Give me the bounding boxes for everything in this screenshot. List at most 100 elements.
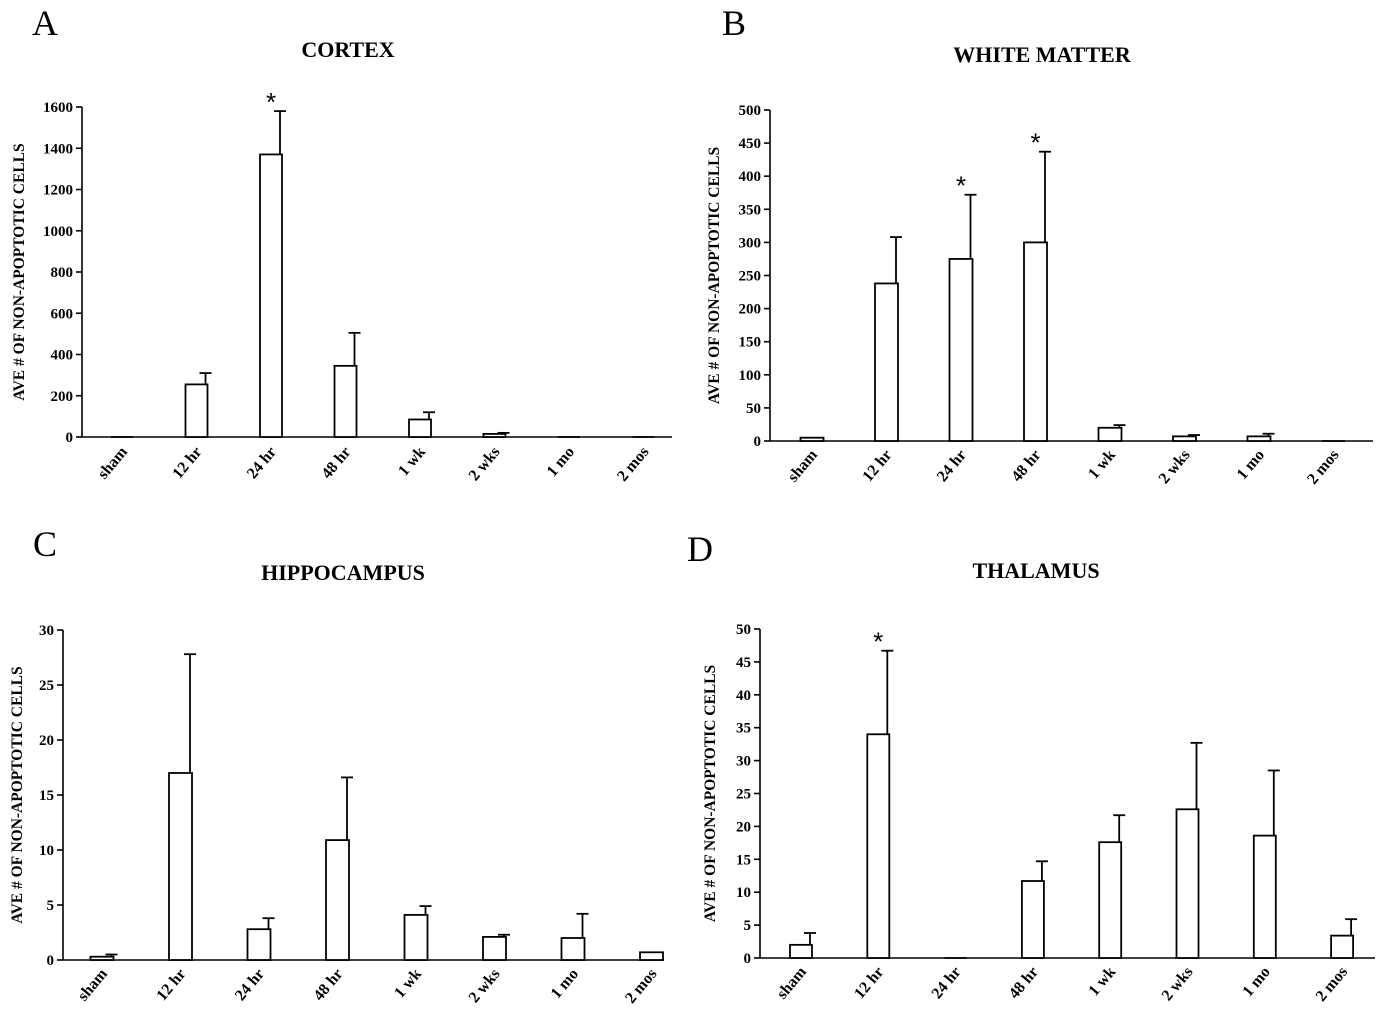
x-tick-label: 48 hr bbox=[1008, 447, 1044, 486]
bar-1 bbox=[799, 436, 825, 442]
y-axis-label: AVE # OF NON-APOPTOTIC CELLS bbox=[9, 666, 26, 923]
y-tick-label: 30 bbox=[39, 623, 54, 639]
y-tick-label: 400 bbox=[51, 348, 74, 364]
y-tick-label: 500 bbox=[739, 103, 762, 119]
bar-4 bbox=[325, 839, 350, 961]
significance-marker: * bbox=[956, 171, 966, 201]
x-tick-label: 24 hr bbox=[232, 966, 268, 1005]
y-tick-label: 350 bbox=[739, 202, 762, 218]
panel-letter: C bbox=[33, 524, 57, 564]
x-tick-label: 2 wks bbox=[1159, 964, 1197, 1005]
x-tick-label: 1 mo bbox=[1234, 447, 1268, 483]
y-tick-label: 250 bbox=[739, 269, 762, 285]
y-tick-label: 450 bbox=[739, 136, 762, 152]
y-tick-label: 15 bbox=[39, 788, 54, 804]
y-tick-label: 1600 bbox=[43, 100, 73, 116]
y-tick-label: 15 bbox=[736, 852, 751, 868]
y-tick-label: 300 bbox=[739, 235, 762, 251]
y-axis-label: AVE # OF NON-APOPTOTIC CELLS bbox=[11, 143, 28, 400]
x-tick-label: 1 wk bbox=[391, 966, 425, 1002]
x-tick-label: 24 hr bbox=[929, 964, 965, 1003]
x-tick-label: 2 wks bbox=[1156, 447, 1194, 488]
y-tick-label: 0 bbox=[47, 953, 55, 969]
panel-letter: A bbox=[32, 3, 58, 43]
y-tick-label: 45 bbox=[736, 655, 751, 671]
bar-7 bbox=[1246, 435, 1272, 442]
bar-3 bbox=[259, 153, 283, 438]
x-tick-label: 2 wks bbox=[466, 444, 504, 485]
bar-1 bbox=[89, 955, 115, 961]
x-tick-label: 2 mos bbox=[622, 966, 660, 1007]
x-tick-label: 1 mo bbox=[544, 444, 578, 480]
x-tick-label: sham bbox=[95, 443, 132, 482]
y-tick-label: 800 bbox=[51, 265, 74, 281]
panel-letter: D bbox=[687, 529, 713, 569]
bar-3 bbox=[246, 928, 272, 961]
bar-8 bbox=[1330, 934, 1354, 959]
y-tick-label: 0 bbox=[744, 951, 752, 967]
y-tick-label: 100 bbox=[739, 368, 762, 384]
chart-title: THALAMUS bbox=[972, 558, 1099, 583]
y-tick-label: 0 bbox=[754, 434, 762, 450]
panel-b: B WHITE MATTER AVE # OF NON-APOPTOTIC CELL… bbox=[706, 3, 1373, 488]
x-tick-label: 12 hr bbox=[169, 444, 205, 483]
y-tick-label: 200 bbox=[739, 302, 762, 318]
chart-title: CORTEX bbox=[301, 37, 394, 62]
x-tick-label: 1 wk bbox=[1085, 964, 1119, 1000]
x-tick-label: 12 hr bbox=[851, 964, 887, 1003]
bar-4 bbox=[1023, 241, 1048, 442]
y-tick-label: 150 bbox=[739, 335, 762, 351]
panel-letter: B bbox=[722, 3, 746, 43]
x-tick-label: 24 hr bbox=[934, 447, 970, 486]
x-tick-label: 2 mos bbox=[614, 444, 652, 485]
panel-c: C HIPPOCAMPUS AVE # OF NON-APOPTOTIC CELLS… bbox=[9, 524, 664, 1007]
y-tick-label: 1000 bbox=[43, 224, 73, 240]
y-tick-label: 400 bbox=[739, 169, 762, 185]
y-tick-label: 30 bbox=[736, 754, 751, 770]
bar-5 bbox=[1098, 841, 1123, 959]
x-tick-label: 24 hr bbox=[244, 444, 280, 483]
bar-6 bbox=[482, 936, 507, 961]
x-tick-label: 48 hr bbox=[318, 444, 354, 483]
y-tick-label: 10 bbox=[39, 843, 54, 859]
x-tick-label: 48 hr bbox=[1006, 964, 1042, 1003]
x-tick-label: sham bbox=[75, 965, 112, 1004]
bar-6 bbox=[1172, 435, 1197, 442]
chart-title: WHITE MATTER bbox=[953, 42, 1132, 67]
y-tick-label: 25 bbox=[736, 787, 751, 803]
x-tick-label: 2 wks bbox=[466, 966, 504, 1007]
y-tick-label: 1200 bbox=[43, 183, 73, 199]
x-tick-label: 12 hr bbox=[859, 447, 895, 486]
x-tick-label: 1 mo bbox=[1239, 964, 1273, 1000]
y-tick-label: 20 bbox=[736, 819, 751, 835]
bar-5 bbox=[1097, 426, 1123, 442]
chart-title: HIPPOCAMPUS bbox=[261, 560, 425, 585]
y-axis-label: AVE # OF NON-APOPTOTIC CELLS bbox=[706, 147, 723, 404]
x-tick-label: 12 hr bbox=[153, 966, 189, 1005]
y-tick-label: 600 bbox=[51, 306, 74, 322]
y-tick-label: 50 bbox=[736, 622, 751, 638]
y-tick-label: 20 bbox=[39, 733, 54, 749]
bar-2 bbox=[866, 733, 891, 959]
y-tick-label: 5 bbox=[47, 898, 55, 914]
bar-2 bbox=[168, 772, 193, 961]
bar-4 bbox=[1021, 880, 1045, 959]
y-axis-label: AVE # OF NON-APOPTOTIC CELLS bbox=[702, 665, 719, 922]
x-tick-label: 48 hr bbox=[310, 966, 346, 1005]
significance-marker: * bbox=[873, 627, 883, 657]
y-tick-label: 5 bbox=[744, 918, 752, 934]
y-tick-label: 40 bbox=[736, 688, 751, 704]
bar-1 bbox=[789, 943, 813, 959]
bar-5 bbox=[408, 418, 432, 438]
y-tick-label: 200 bbox=[51, 389, 74, 405]
bar-7 bbox=[1252, 834, 1277, 959]
y-tick-label: 10 bbox=[736, 885, 751, 901]
panel-d: D THALAMUS AVE # OF NON-APOPTOTIC CELLS 0 5 1… bbox=[687, 529, 1375, 1005]
x-tick-label: 2 mos bbox=[1313, 964, 1351, 1005]
bar-5 bbox=[403, 914, 429, 961]
x-tick-label: sham bbox=[774, 963, 811, 1002]
x-tick-label: 1 mo bbox=[548, 966, 582, 1002]
x-tick-label: 1 wk bbox=[1085, 447, 1119, 483]
x-tick-label: 2 mos bbox=[1304, 447, 1342, 488]
